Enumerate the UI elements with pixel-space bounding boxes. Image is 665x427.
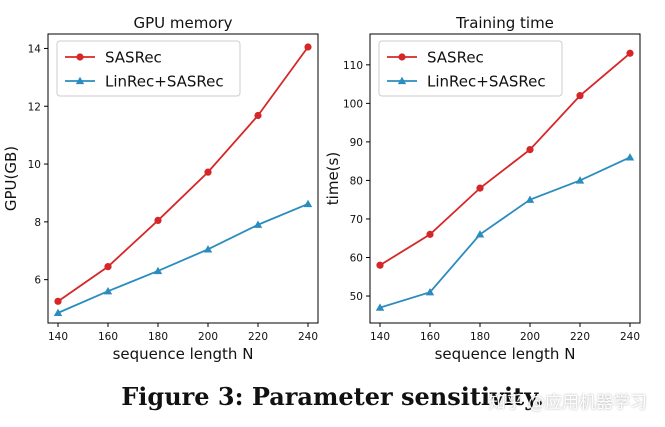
series-line <box>379 156 631 309</box>
legend-marker <box>398 53 406 61</box>
data-point <box>475 230 485 238</box>
series-linrec-sasrec <box>53 199 313 317</box>
x-tick-label: 220 <box>570 331 590 343</box>
data-point <box>254 111 262 120</box>
y-tick-label: 80 <box>350 175 363 187</box>
legend: SASRec LinRec+SASRec <box>378 40 563 97</box>
plot-frame <box>369 33 641 324</box>
legend-label: SASRec <box>105 49 162 67</box>
data-point <box>525 195 535 203</box>
y-tick-label: 50 <box>350 291 363 303</box>
data-point <box>253 220 263 228</box>
legend-box <box>56 40 241 97</box>
series-line <box>57 46 309 303</box>
data-point <box>376 261 384 269</box>
data-point <box>526 146 534 154</box>
y-tick-label: 70 <box>350 214 363 226</box>
plot-frame <box>47 33 319 324</box>
series-sasrec <box>54 43 312 305</box>
series-line <box>379 52 631 266</box>
data-point <box>625 153 635 161</box>
watermark: 知乎 @应用机器学习 <box>488 393 647 413</box>
data-point <box>426 230 434 238</box>
series-line <box>57 203 309 314</box>
data-point <box>103 287 113 295</box>
legend-marker <box>397 76 407 85</box>
data-point <box>576 92 584 100</box>
chart-2: Training time 140 160 180 200 220 240 50 60 70 80 9… <box>324 14 641 363</box>
x-tick-label: 160 <box>420 331 440 343</box>
x-tick-label: 140 <box>48 331 68 343</box>
x-tick-label: 160 <box>98 331 118 343</box>
figure: GPU memory 140 160 180 200 220 240 6 8 10 12 14 sequ… <box>2 14 641 363</box>
legend: SASRec LinRec+SASRec <box>56 40 241 97</box>
data-point <box>104 263 112 271</box>
x-tick-label: 140 <box>370 331 390 343</box>
legend-marker <box>76 53 84 61</box>
x-axis-label: sequence length N <box>113 345 254 363</box>
x-tick-label: 240 <box>620 331 640 343</box>
x-axis-label: sequence length N <box>435 345 576 363</box>
x-tick-label: 240 <box>298 331 318 343</box>
data-point <box>375 303 385 311</box>
y-tick-label: 10 <box>28 159 41 171</box>
data-point <box>476 184 484 192</box>
data-point <box>303 199 313 208</box>
y-tick-label: 14 <box>28 43 42 55</box>
data-point <box>53 308 63 317</box>
chart-1: GPU memory 140 160 180 200 220 240 6 8 10 12 14 sequ… <box>2 14 319 363</box>
x-tick-label: 180 <box>470 331 490 343</box>
x-tick-label: 180 <box>148 331 168 343</box>
data-point <box>304 43 312 51</box>
y-axis-label: GPU(GB) <box>2 146 20 211</box>
data-point <box>204 168 212 176</box>
data-point <box>575 176 585 184</box>
legend-label: LinRec+SASRec <box>427 73 546 91</box>
series-linrec-sasrec <box>375 153 635 311</box>
y-tick-label: 12 <box>28 101 41 113</box>
x-tick-label: 200 <box>198 331 218 343</box>
y-tick-label: 8 <box>34 217 41 229</box>
data-point <box>153 266 163 275</box>
data-point <box>425 287 435 296</box>
x-tick-label: 220 <box>248 331 268 343</box>
chart-title: GPU memory <box>133 14 232 32</box>
y-tick-label: 110 <box>343 60 363 72</box>
x-tick-label: 200 <box>520 331 540 343</box>
legend-label: LinRec+SASRec <box>105 73 224 91</box>
y-axis-label: time(s) <box>324 152 342 205</box>
chart-title: Training time <box>455 14 554 32</box>
y-tick-label: 60 <box>350 252 363 264</box>
y-tick-label: 6 <box>34 275 41 287</box>
y-tick-label: 90 <box>350 137 363 149</box>
data-point <box>203 245 213 253</box>
legend-box <box>378 40 563 97</box>
y-tick-label: 100 <box>343 98 363 110</box>
legend-label: SASRec <box>427 49 484 67</box>
legend-marker <box>75 76 85 85</box>
series-sasrec <box>376 49 634 269</box>
data-point <box>154 216 162 225</box>
data-point <box>54 297 62 305</box>
figure-caption: Figure 3: Parameter sensitivity. <box>121 382 544 411</box>
data-point <box>626 49 634 57</box>
